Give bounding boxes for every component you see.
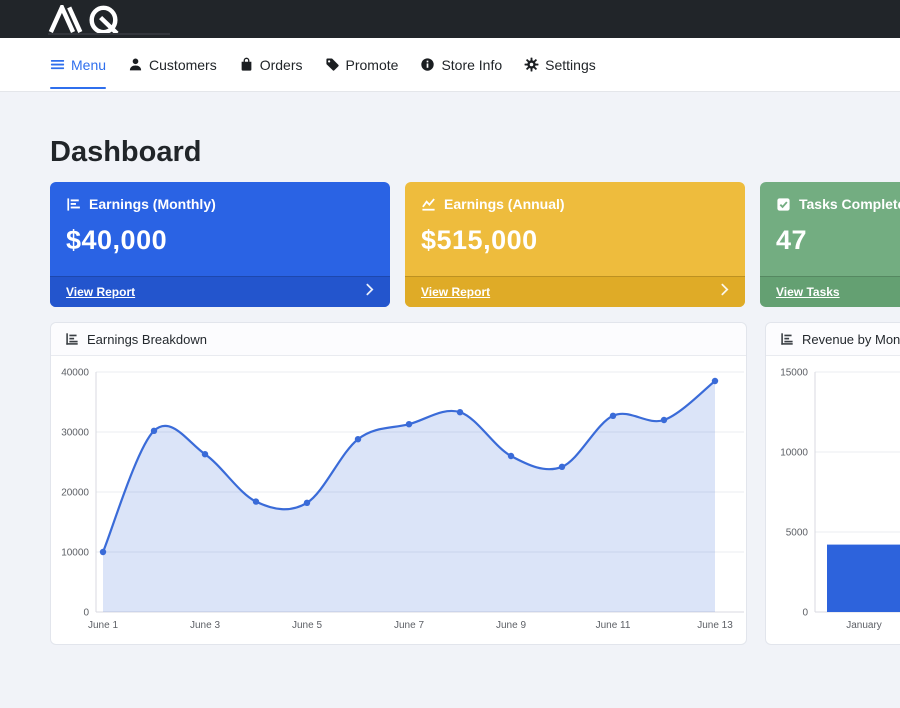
chart-body: 0 10000 20000 30000 40000 June 1 June 3 June 5 J… [51,356,746,644]
stat-card-label: Earnings (Annual) [444,196,565,212]
view-report-link[interactable]: View Report [421,285,491,299]
chart-title: Revenue by Month [802,331,900,347]
svg-text:June 3: June 3 [190,620,220,631]
stat-card-header: Tasks Completed [776,196,900,212]
charts-row: Earnings Breakdown 0 10000 20000 30000 40000… [50,322,900,645]
stat-card-body: Earnings (Monthly) $40,000 [50,182,390,270]
svg-text:0: 0 [802,608,808,619]
stat-card-header: Earnings (Monthly) [66,196,374,212]
main-content: Dashboard Earnings (Month [0,136,900,645]
brand-logo[interactable] [48,4,130,34]
nav-item-orders[interactable]: Orders [239,38,303,91]
svg-text:June 11: June 11 [596,620,631,631]
svg-text:June 9: June 9 [496,620,526,631]
nav-item-label: Settings [545,56,596,73]
stat-card-value: 47 [776,225,808,255]
stat-card-value: $40,000 [66,225,168,255]
stat-card-body: Tasks Completed 47 [760,182,900,270]
chart-body: 0 5000 10000 15000 January [766,356,900,644]
stat-card-header: Earnings (Annual) [421,196,729,212]
svg-text:June 7: June 7 [394,620,424,631]
stat-card-value: $515,000 [421,225,538,255]
stat-card-footer[interactable]: View Report [50,276,390,307]
main-nav: Menu Customers Orders [0,38,900,92]
chart-card-header: Revenue by Month [766,323,900,356]
svg-text:10000: 10000 [61,548,89,559]
line-chart-icon [421,197,436,212]
chevron-right-icon [366,283,374,301]
stat-card-label: Earnings (Monthly) [89,196,216,212]
svg-text:0: 0 [83,608,89,619]
svg-text:15000: 15000 [780,368,808,379]
logo-lambda-stroke [48,4,76,33]
stat-card-earnings-annual: Earnings (Annual) $515,000 View Report [405,182,745,307]
chart-card-header: Earnings Breakdown [51,323,746,356]
svg-text:10000: 10000 [780,448,808,459]
bar-chart-icon [780,332,794,346]
nav-item-menu[interactable]: Menu [50,38,107,91]
logo-slash-stroke [67,6,83,33]
svg-text:June 1: June 1 [88,620,118,631]
nav-item-store-info[interactable]: Store Info [420,38,502,91]
nav-item-customers[interactable]: Customers [128,38,217,91]
chevron-right-icon [721,283,729,301]
svg-text:30000: 30000 [61,428,89,439]
revenue-bar-chart: 0 5000 10000 15000 January [780,368,900,631]
topbar [0,0,900,38]
stat-card-footer[interactable]: View Report [405,276,745,307]
stat-card-body: Earnings (Annual) $515,000 [405,182,745,270]
stat-card-tasks-completed: Tasks Completed 47 View Tasks [760,182,900,307]
page-title: Dashboard [50,136,202,168]
earnings-breakdown-card: Earnings Breakdown 0 10000 20000 30000 40000… [50,322,747,645]
nav-item-label: Menu [71,56,107,73]
nav-item-label: Promote [345,56,399,73]
bar-chart-icon [66,197,81,212]
stat-card-footer[interactable]: View Tasks [760,276,900,307]
person-icon [128,57,143,72]
svg-text:5000: 5000 [786,528,809,539]
chart-title: Earnings Breakdown [87,331,207,347]
nav-item-label: Customers [149,56,217,73]
nav-item-settings[interactable]: Settings [524,38,596,91]
svg-text:20000: 20000 [61,488,89,499]
stat-card-earnings-monthly: Earnings (Monthly) $40,000 View Report [50,182,390,307]
svg-text:40000: 40000 [61,368,89,379]
nav-item-promote[interactable]: Promote [325,38,399,91]
tag-icon [325,57,340,72]
logo-q-tail [99,15,119,34]
svg-text:June 13: June 13 [697,620,733,631]
bag-icon [239,57,254,72]
view-report-link[interactable]: View Report [66,285,136,299]
check-square-icon [776,197,791,212]
earnings-line-chart: 0 10000 20000 30000 40000 June 1 June 3 June 5 J… [61,368,744,631]
nav-item-label: Store Info [441,56,503,73]
svg-text:January: January [846,620,882,631]
stat-card-label: Tasks Completed [799,196,900,212]
logo-q-ring [89,5,118,34]
gear-icon [524,57,539,72]
view-tasks-link[interactable]: View Tasks [776,285,840,299]
revenue-by-month-card: Revenue by Month 0 5000 10000 15000 January [765,322,900,645]
stat-cards-row: Earnings (Monthly) $40,000 View Report [50,182,900,307]
bar-chart-icon [65,332,79,346]
hamburger-icon [50,57,65,72]
info-circle-icon [420,57,435,72]
svg-text:June 5: June 5 [292,620,322,631]
logo-underline [48,33,170,35]
nav-item-label: Orders [259,56,303,73]
